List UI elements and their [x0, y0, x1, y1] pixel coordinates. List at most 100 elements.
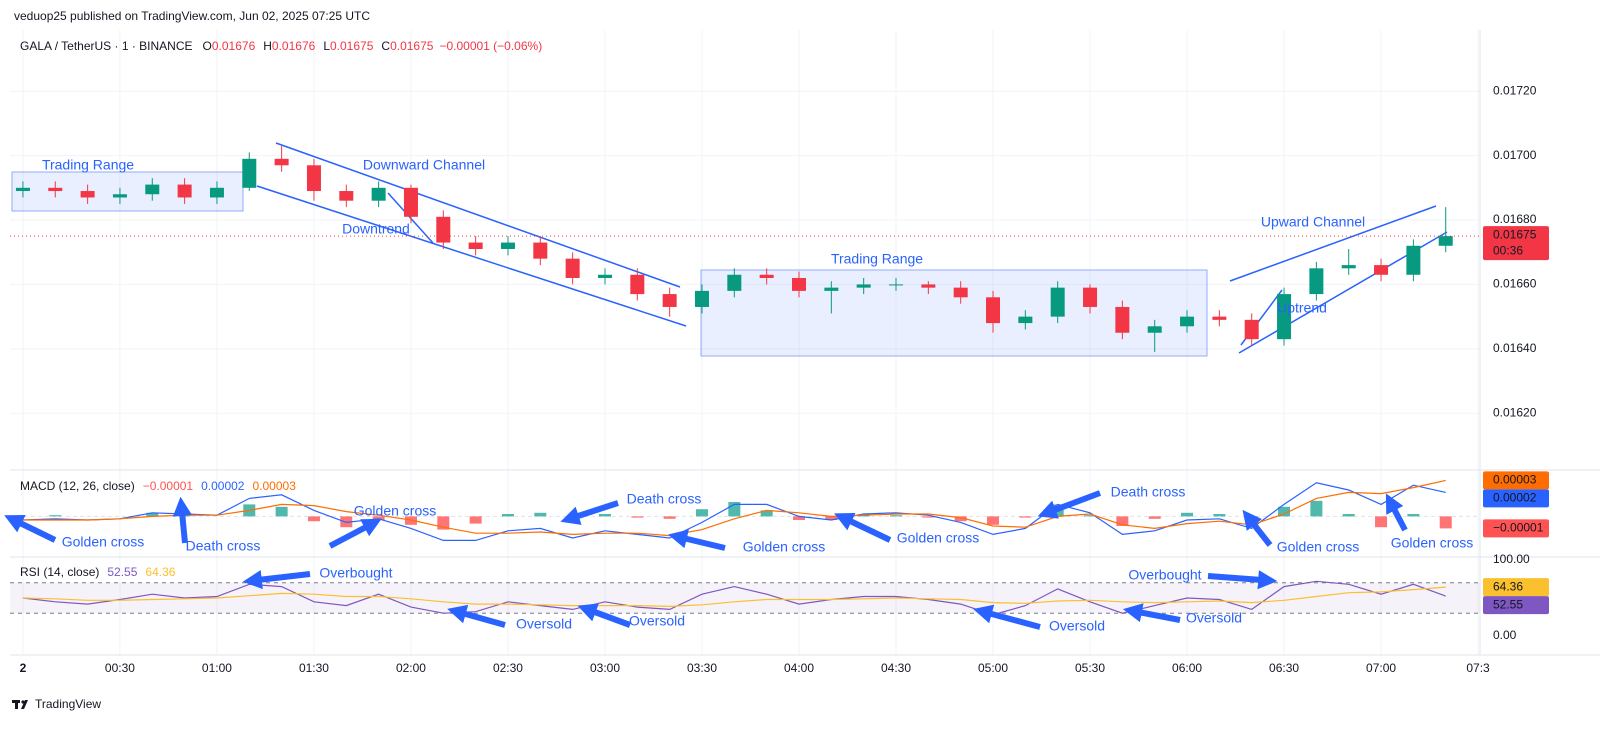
annotation: Upward Channel: [1261, 214, 1365, 230]
annotation: Overbought: [319, 565, 392, 581]
annotation: Golden cross: [62, 534, 144, 550]
histogram-bar: [1019, 516, 1032, 518]
indicator-title: MACD (12, 26, close): [20, 479, 135, 493]
candle-body: [436, 216, 451, 243]
indicator-line: [22, 482, 1446, 541]
annotation: Death cross: [627, 491, 702, 507]
legend-value: −0.00001: [143, 479, 194, 493]
symbol: GALA / TetherUS · 1 · BINANCE: [20, 39, 193, 53]
range-box: [700, 269, 1208, 357]
value-box: [1483, 578, 1549, 597]
x-tick-label: 05:00: [978, 661, 1008, 675]
x-tick-label: 07:00: [1366, 661, 1396, 675]
arrow: [447, 604, 506, 628]
ohlc-value: 0.01675: [330, 39, 374, 53]
histogram-bar: [534, 512, 547, 517]
arrow: [4, 515, 57, 543]
histogram-bar: [1310, 500, 1323, 517]
candle-body: [824, 287, 839, 291]
x-tick-label: 06:30: [1269, 661, 1299, 675]
histogram-bar: [890, 515, 903, 517]
candle-body: [80, 191, 95, 198]
histogram-bar: [469, 516, 482, 524]
candle-body: [1341, 265, 1356, 269]
annotation: Trading Range: [831, 251, 923, 267]
annotation: Trading Range: [42, 157, 134, 173]
candle-body: [112, 194, 127, 198]
ohlc-label: O: [203, 39, 212, 53]
histogram-bar: [663, 516, 676, 519]
candle-body: [597, 274, 612, 278]
ohlc-label: C: [381, 39, 390, 53]
candle-body: [630, 274, 645, 295]
histogram-bar: [760, 510, 773, 517]
legend-value: 52.55: [107, 565, 137, 579]
histogram-bar: [1245, 516, 1258, 520]
histogram-bar: [1116, 516, 1129, 526]
x-tick-label: 02:00: [396, 661, 426, 675]
ohlc-value: 0.01676: [272, 39, 316, 53]
histogram-bar: [1084, 515, 1097, 517]
trend-line: [275, 142, 681, 288]
y-tick-label: 0.01720: [1493, 83, 1537, 97]
candle-body: [1244, 319, 1259, 340]
arrow: [973, 604, 1041, 630]
arrow: [1385, 493, 1408, 532]
candle-body: [1438, 236, 1453, 246]
y-tick-label: 0.01700: [1493, 148, 1537, 162]
logo-part: [15, 700, 18, 709]
tradingview-logo: [12, 700, 28, 709]
value-box-label: 64.36: [1493, 579, 1523, 593]
ohlc-value: 0.01676: [212, 39, 256, 53]
histogram-bar: [146, 512, 159, 517]
annotation: Oversold: [1186, 610, 1242, 626]
histogram-bar: [1181, 512, 1194, 517]
legend-value: 64.36: [145, 565, 175, 579]
value-box: [1483, 596, 1549, 615]
indicator-line: [22, 479, 1446, 537]
plot: [10, 145, 1480, 616]
x-tick-label: 05:30: [1075, 661, 1105, 675]
candle-body: [209, 187, 224, 198]
candle-body: [986, 297, 1001, 324]
candle-body: [177, 184, 192, 198]
x-tick-label: 04:30: [881, 661, 911, 675]
value-box: [1483, 519, 1549, 538]
candle-body: [1406, 245, 1421, 275]
arrow: [668, 529, 726, 551]
value-box-label: 0.00002: [1493, 491, 1537, 505]
trend-line: [256, 185, 687, 327]
candle-body: [1018, 316, 1033, 324]
candle-body: [759, 274, 774, 278]
annotation: Golden cross: [897, 530, 979, 546]
legend-value: 0.00002: [201, 479, 245, 493]
candle-body: [533, 242, 548, 259]
histogram-bar: [1439, 516, 1452, 529]
candle-body: [371, 187, 386, 201]
overlay: Trading Range Downward Channel Downtrend Tr…: [4, 157, 1473, 634]
annotation: Golden cross: [1391, 535, 1473, 551]
x-tick-label: 2: [20, 661, 27, 675]
candle-body: [889, 284, 904, 286]
countdown: 00:36: [1493, 243, 1523, 257]
candle-body: [792, 277, 807, 291]
arrow: [577, 603, 632, 628]
macd-legend: MACD (12, 26, close) −0.00001 0.00002 0.000…: [20, 479, 296, 493]
histogram-bar: [598, 514, 611, 517]
candle-body: [306, 165, 321, 192]
arrow: [242, 570, 311, 590]
histogram-bar: [987, 516, 1000, 525]
rsi-band-fill: [10, 582, 1480, 614]
histogram-bar: [1407, 514, 1420, 517]
histogram-bar: [631, 516, 644, 518]
candle-body: [403, 187, 418, 217]
candle-body: [274, 158, 289, 166]
arrow: [328, 518, 382, 549]
candle-body: [1083, 287, 1098, 307]
last-price-label: 0.01675: [1493, 227, 1537, 241]
annotation: Downward Channel: [363, 157, 485, 173]
candle-body: [48, 187, 63, 192]
arrow: [1207, 570, 1278, 590]
histogram-bar: [1148, 516, 1161, 519]
value-box: [1483, 489, 1549, 508]
